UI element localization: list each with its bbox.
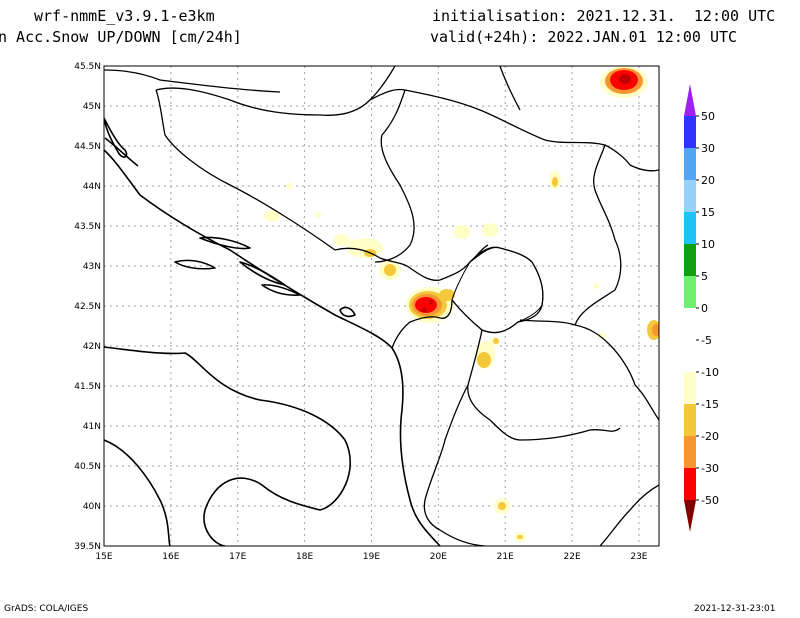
colorbar-bottom-arrow <box>684 500 696 532</box>
field-title: n Acc.Snow UP/DOWN [cm/24h] <box>0 28 242 46</box>
lat-tick-label: 40N <box>83 502 101 512</box>
lon-tick-label: 22E <box>564 552 581 562</box>
snow-patch-bosnia <box>264 183 401 280</box>
colorbar-segment <box>684 116 696 148</box>
colorbar-segment <box>684 148 696 180</box>
lon-tick-label: 19E <box>363 552 380 562</box>
colorbar-label: 0 <box>701 302 708 315</box>
colorbar-segment <box>684 180 696 212</box>
lon-tick-label: 17E <box>229 552 246 562</box>
latitude-labels: 39.5N 40N 40.5N 41N 41.5N 42N 42.5N 43N 43.5N 44N… <box>74 62 101 552</box>
colorbar-label: 5 <box>701 270 708 283</box>
snow-patch-romania <box>600 66 648 98</box>
lat-tick-label: 42N <box>83 342 101 352</box>
lat-tick-label: 40.5N <box>74 462 101 472</box>
colorbar-segment <box>684 244 696 276</box>
colorbar-label: -50 <box>701 494 719 507</box>
snow-patch-montenegro <box>406 287 455 323</box>
colorbar-segment <box>684 308 696 340</box>
lon-tick-label: 16E <box>162 552 179 562</box>
footer-credit: GrADS: COLA/IGES <box>4 604 89 614</box>
valid-time: valid(+24h): 2022.JAN.01 12:00 UTC <box>430 28 738 46</box>
colorbar-label: 10 <box>701 238 715 251</box>
snow-patch-macedonia <box>475 337 499 369</box>
lat-tick-label: 41N <box>83 422 101 432</box>
lon-tick-label: 20E <box>430 552 447 562</box>
model-title: wrf-nmmE_v3.9.1-e3km <box>34 7 215 25</box>
snow-patch-serbia <box>454 171 561 239</box>
lat-tick-label: 41.5N <box>74 382 101 392</box>
snow-patch-greece <box>494 498 526 542</box>
longitude-labels: 15E 16E 17E 18E 19E 20E 21E 22E 23E <box>95 552 647 562</box>
lat-tick-label: 44.5N <box>74 142 101 152</box>
colorbar-label: 50 <box>701 110 715 123</box>
colorbar-segment <box>684 436 696 468</box>
colorbar-label: -10 <box>701 366 719 379</box>
lon-tick-label: 15E <box>95 552 112 562</box>
kosovo-border <box>451 246 544 334</box>
colorbar-segment <box>684 340 696 372</box>
lat-tick-label: 43N <box>83 262 101 272</box>
colorbar-segment <box>684 212 696 244</box>
lon-tick-label: 18E <box>296 552 313 562</box>
coastlines <box>104 117 441 546</box>
colorbar-top-arrow <box>684 84 696 116</box>
lon-tick-label: 23E <box>630 552 647 562</box>
lat-tick-label: 44N <box>83 182 101 192</box>
init-time: initialisation: 2021.12.31. 12:00 UTC <box>432 7 776 25</box>
colorbar-label: -15 <box>701 398 719 411</box>
lat-tick-label: 45N <box>83 102 101 112</box>
lat-tick-label: 39.5N <box>74 542 101 552</box>
map-frame <box>103 65 660 547</box>
lon-tick-label: 21E <box>497 552 514 562</box>
colorbar-label: 30 <box>701 142 715 155</box>
colorbar-label: -20 <box>701 430 719 443</box>
colorbar-segment <box>684 276 696 308</box>
colorbar-label: -30 <box>701 462 719 475</box>
colorbar-segment <box>684 372 696 404</box>
lat-tick-label: 43.5N <box>74 222 101 232</box>
lat-tick-label: 45.5N <box>74 62 101 72</box>
colorbar-label: -5 <box>701 334 712 347</box>
colorbar-label: 15 <box>701 206 715 219</box>
lat-tick-label: 42.5N <box>74 302 101 312</box>
colorbar-label: 20 <box>701 174 715 187</box>
colorbar-segment <box>684 404 696 436</box>
footer-timestamp: 2021-12-31-23:01 <box>694 604 776 614</box>
snow-patches <box>264 66 659 542</box>
snow-patch-bulgaria <box>593 283 659 340</box>
colorbar-segment <box>684 468 696 500</box>
map-grid <box>104 66 659 546</box>
